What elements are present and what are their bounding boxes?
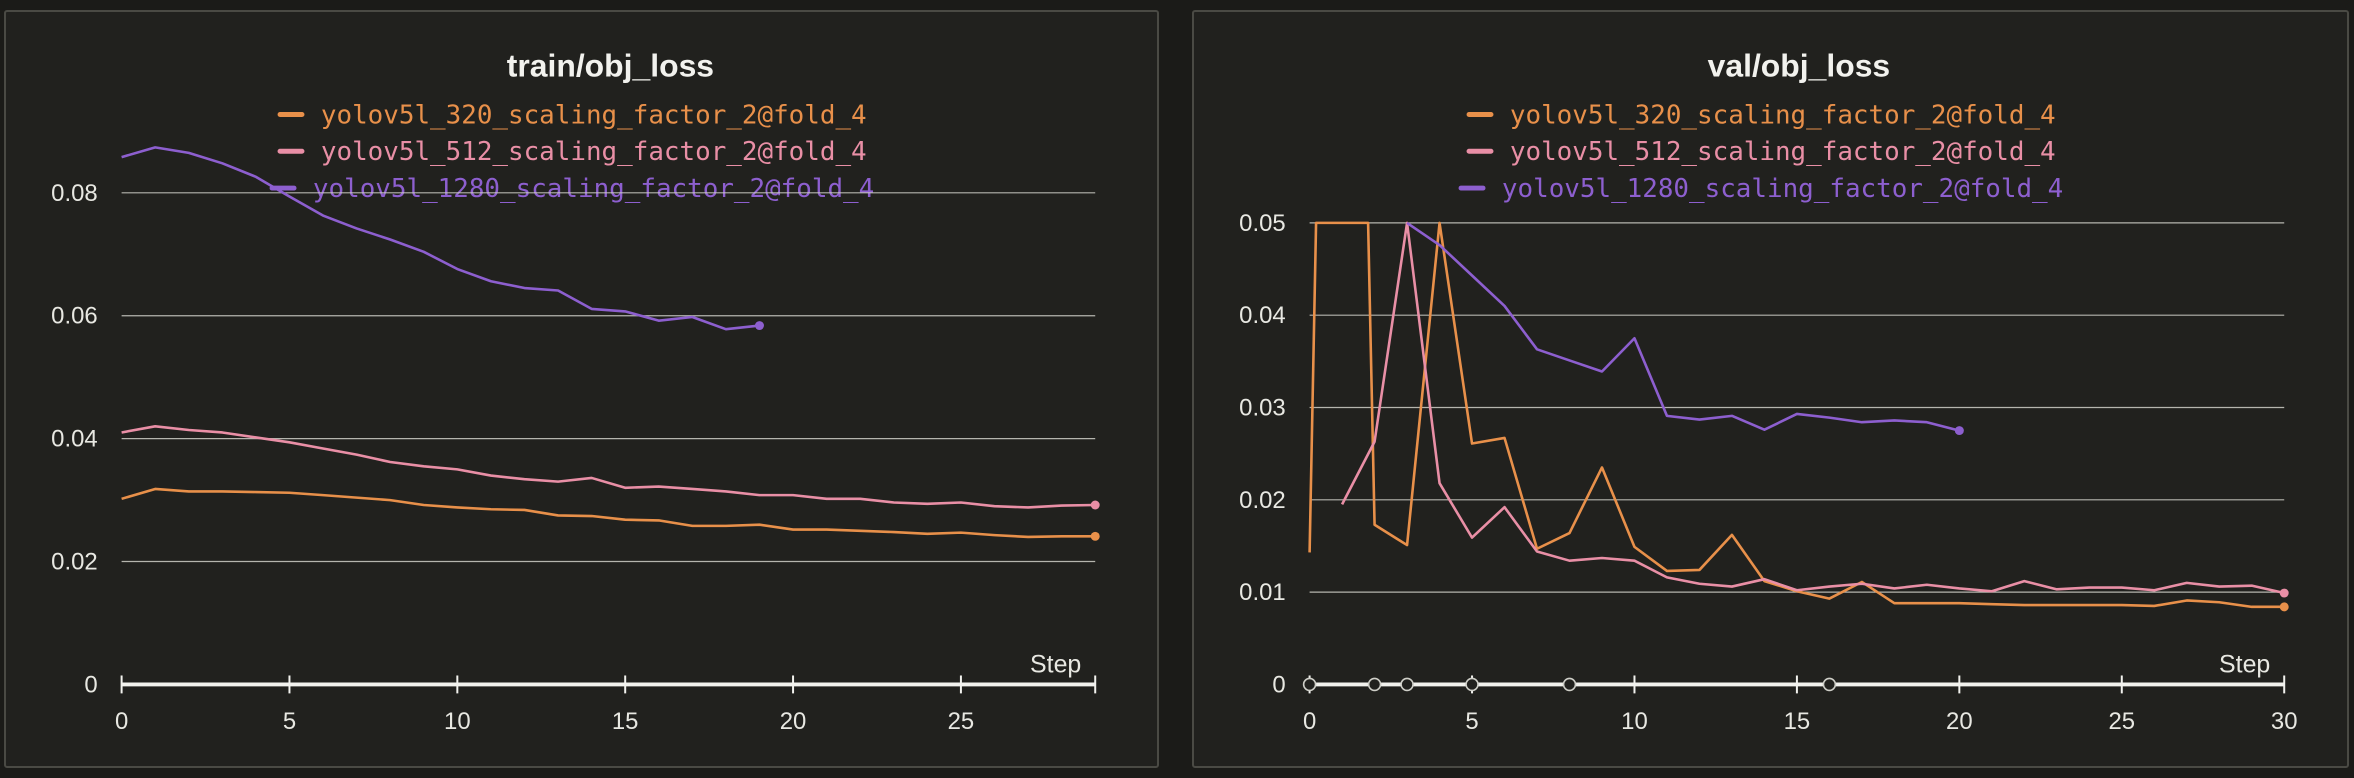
series-line[interactable] bbox=[1406, 221, 1960, 432]
outlier-marker[interactable] bbox=[1465, 677, 1479, 692]
chart-title: train/obj_loss bbox=[507, 48, 714, 84]
x-tick-label: 25 bbox=[2108, 708, 2135, 735]
y-tick-label: 0 bbox=[1272, 671, 1285, 698]
x-tick-label: 5 bbox=[1465, 708, 1478, 735]
outlier-marker[interactable] bbox=[1302, 677, 1317, 692]
chart-panel-train-obj-loss: train/obj_loss yolov5l_320_scaling_factor… bbox=[4, 10, 1159, 768]
chart-title: val/obj_loss bbox=[1708, 48, 1891, 84]
series-end-point[interactable] bbox=[1954, 426, 1964, 436]
chart-panel-val-obj-loss: val/obj_loss yolov5l_320_scaling_factor_2… bbox=[1192, 10, 2349, 768]
x-tick-label: 10 bbox=[1621, 708, 1648, 735]
series-end-point[interactable] bbox=[755, 321, 764, 331]
y-tick-label: 0.05 bbox=[1239, 210, 1286, 237]
outlier-marker[interactable] bbox=[1400, 677, 1414, 692]
y-tick-label: 0 bbox=[84, 671, 97, 698]
x-axis-label: Step bbox=[1030, 651, 1081, 679]
y-tick-label: 0.08 bbox=[51, 180, 98, 207]
y-tick-label: 0.01 bbox=[1239, 579, 1286, 606]
outlier-marker[interactable] bbox=[1367, 677, 1382, 692]
x-tick-label: 15 bbox=[1784, 708, 1811, 735]
series-line[interactable] bbox=[121, 487, 1096, 539]
chart-svg: train/obj_loss yolov5l_320_scaling_factor… bbox=[51, 48, 1100, 735]
series-line[interactable] bbox=[121, 146, 760, 331]
series-end-point[interactable] bbox=[2279, 588, 2289, 598]
x-tick-label: 0 bbox=[1303, 708, 1316, 735]
x-tick-label: 5 bbox=[283, 708, 296, 735]
legend-entry-label[interactable]: yolov5l_1280_scaling_factor_2@fold_4 bbox=[1502, 174, 2063, 204]
legend-entry-label[interactable]: yolov5l_320_scaling_factor_2@fold_4 bbox=[321, 100, 867, 130]
x-tick-label: 0 bbox=[115, 708, 128, 735]
x-tick-label: 25 bbox=[948, 708, 975, 735]
x-tick-label: 20 bbox=[1946, 708, 1973, 735]
chart-svg: val/obj_loss yolov5l_320_scaling_factor_2… bbox=[1239, 48, 2298, 736]
y-tick-label: 0.04 bbox=[1239, 302, 1286, 329]
outlier-marker[interactable] bbox=[1562, 677, 1577, 692]
series-line[interactable] bbox=[121, 425, 1096, 509]
series-line[interactable] bbox=[1308, 221, 2285, 609]
y-tick-label: 0.04 bbox=[51, 426, 98, 453]
legend-entry-label[interactable]: yolov5l_320_scaling_factor_2@fold_4 bbox=[1510, 100, 2056, 130]
y-tick-label: 0.06 bbox=[51, 303, 98, 330]
y-tick-label: 0.02 bbox=[51, 549, 98, 576]
legend-entry-label[interactable]: yolov5l_512_scaling_factor_2@fold_4 bbox=[321, 137, 867, 167]
legend-entry-label[interactable]: yolov5l_512_scaling_factor_2@fold_4 bbox=[1510, 137, 2056, 167]
outlier-marker[interactable] bbox=[1822, 677, 1837, 692]
x-axis-label: Step bbox=[2219, 651, 2270, 679]
series-end-point[interactable] bbox=[1090, 500, 1100, 510]
x-tick-label: 10 bbox=[444, 708, 471, 735]
y-tick-label: 0.03 bbox=[1239, 394, 1286, 421]
y-tick-label: 0.02 bbox=[1239, 487, 1286, 514]
series-end-point[interactable] bbox=[1090, 531, 1100, 541]
x-tick-label: 20 bbox=[780, 708, 807, 735]
x-tick-label: 15 bbox=[612, 708, 639, 735]
series-line[interactable] bbox=[1340, 221, 2285, 595]
x-tick-label: 30 bbox=[2271, 708, 2298, 735]
series-end-point[interactable] bbox=[2279, 602, 2289, 612]
legend-entry-label[interactable]: yolov5l_1280_scaling_factor_2@fold_4 bbox=[313, 174, 874, 204]
